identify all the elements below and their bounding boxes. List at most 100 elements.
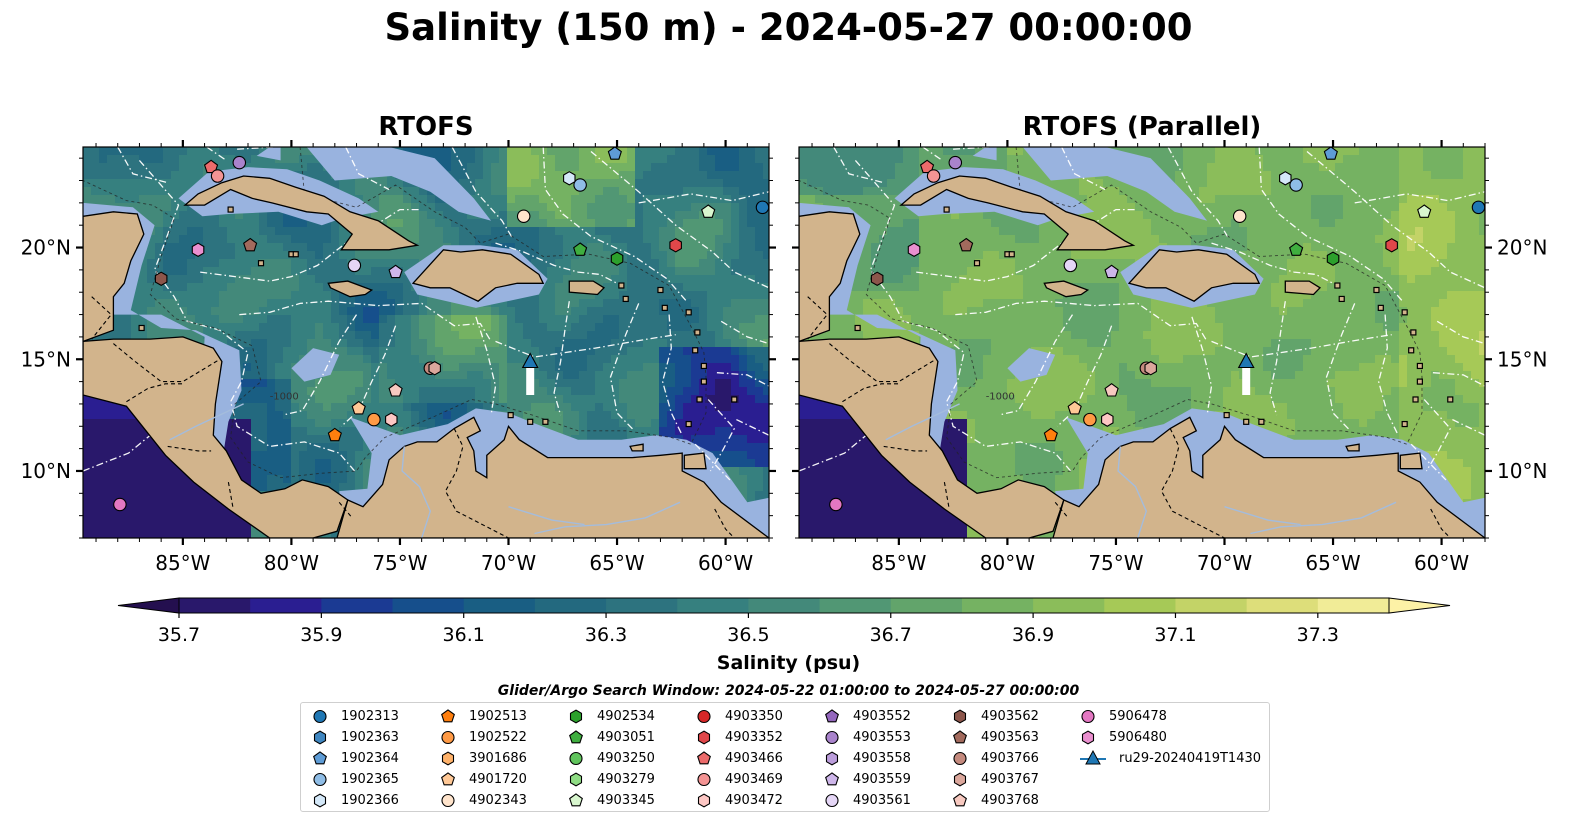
axis-ticks [792, 140, 1492, 545]
legend-label: 4903766 [981, 750, 1039, 766]
float-marker [428, 360, 441, 376]
pentagon-marker [441, 709, 455, 723]
lat-tick-label: 20°N [1497, 236, 1547, 260]
float-marker [388, 264, 403, 279]
land-jamaica [327, 280, 374, 298]
colorbar-tick-label: 35.7 [158, 624, 200, 646]
colorbar-segment [1246, 598, 1319, 613]
legend-item: 4903350 [695, 706, 783, 726]
legend-item: 4903279 [567, 769, 655, 789]
circle-marker-icon [313, 709, 327, 724]
float-marker [926, 169, 941, 183]
float-marker [516, 209, 531, 224]
land-hispaniola [411, 249, 545, 302]
legend-label: 4903352 [725, 729, 783, 745]
legend-item: 5906478 [1079, 706, 1167, 726]
legend-item: 1902363 [311, 727, 399, 747]
land-yucatan [799, 211, 861, 343]
legend-item: 1902513 [439, 706, 527, 726]
legend-item: 1902366 [311, 790, 399, 810]
legend-label: 4903561 [853, 792, 911, 808]
hexagon-marker [825, 751, 839, 766]
legend-label: 4903472 [725, 792, 783, 808]
hexagon-marker [313, 793, 327, 808]
colorbar-extend-high [1388, 597, 1451, 614]
legend-item: 4903553 [823, 727, 911, 747]
legend-item: 4903558 [823, 748, 911, 768]
colorbar-tick-label: 36.1 [443, 624, 485, 646]
legend-item: 1902522 [439, 727, 527, 747]
legend-label: 3901686 [469, 750, 527, 766]
legend-item: 4903466 [695, 748, 783, 768]
lat-tick-label: 15°N [1497, 347, 1547, 371]
legend-item: 4903563 [951, 727, 1039, 747]
circle-marker [953, 751, 967, 766]
legend-label: 4903559 [853, 771, 911, 787]
float-marker [1101, 412, 1114, 427]
float-marker [327, 427, 342, 442]
float-marker [1083, 412, 1097, 427]
hexagon-marker [441, 751, 455, 766]
lat-tick-label: 15°N [21, 347, 71, 371]
triangle-line-marker-icon [1080, 749, 1106, 765]
colorbar-segment [250, 598, 322, 613]
legend-label: 4903767 [981, 771, 1039, 787]
float-marker [232, 155, 247, 170]
colorbar-tick-label: 37.3 [1297, 624, 1339, 646]
legend-item: 4903345 [567, 790, 655, 810]
float-marker [755, 200, 769, 215]
legend-item: 1902313 [311, 706, 399, 726]
map-panel-rtofs-parallel: -1000 85°W 80°W 75°W 70°W 65°W 60°W 20°N 15°N 10°… [792, 140, 1547, 575]
legend-label: 4903552 [853, 708, 911, 724]
lon-tick-label: 70°W [481, 551, 536, 575]
hexagon-marker-icon [697, 730, 711, 745]
legend-label: 4903562 [981, 708, 1039, 724]
hexagon-marker [313, 730, 327, 745]
hexagon-marker-icon [569, 772, 583, 787]
map-figure: -1000 85°W 80°W 75°W 70°W 65°W 60°W 20°N 15°N 10°… [21, 140, 1547, 646]
legend-item: 4903766 [951, 748, 1039, 768]
hexagon-marker [1081, 730, 1095, 745]
float-marker [154, 271, 168, 287]
float-marker [1289, 242, 1304, 256]
legend-label: 1902365 [341, 771, 399, 787]
country-borders [807, 296, 1451, 538]
land-trinidad [1399, 452, 1423, 470]
legend-label: 4903279 [597, 771, 655, 787]
argo-floats [829, 147, 1485, 512]
legend-label: 4903466 [725, 750, 783, 766]
land [83, 175, 769, 538]
isobath-1000 [83, 147, 707, 479]
lon-tick-label: 80°W [264, 551, 319, 575]
legend-label: 1902364 [341, 750, 399, 766]
float-marker [1067, 400, 1082, 415]
lon-tick-label: 60°W [1414, 551, 1469, 575]
pentagon-marker-icon [697, 751, 711, 765]
map-frame [82, 146, 770, 539]
legend-item: 4901720 [439, 769, 527, 789]
legend-label: 5906480 [1109, 729, 1167, 745]
circle-marker [825, 793, 839, 808]
colorbar-segment [321, 598, 394, 613]
legend-label: 4903250 [597, 750, 655, 766]
legend-label: 4901720 [469, 771, 527, 787]
hexagon-marker [697, 793, 711, 808]
pentagon-marker-icon [441, 772, 455, 786]
float-marker [191, 242, 205, 258]
land-cuba [899, 175, 1136, 251]
rivers [169, 403, 681, 538]
pentagon-marker [953, 730, 967, 744]
hexagon-marker [953, 709, 967, 724]
float-marker [367, 412, 381, 427]
legend-label: 4903469 [725, 771, 783, 787]
legend-label: ru29-20240419T1430 [1119, 750, 1262, 766]
land-cuba [183, 175, 420, 251]
legend-item: 4903469 [695, 769, 783, 789]
colorbar-segment [463, 598, 536, 613]
pentagon-marker [313, 751, 327, 765]
circle-marker-icon [441, 730, 455, 745]
hexagon-marker [569, 709, 583, 724]
legend-item: 4903250 [567, 748, 655, 768]
float-marker [870, 271, 884, 287]
search-window-text: Glider/Argo Search Window: 2024-05-22 01… [497, 683, 1080, 699]
